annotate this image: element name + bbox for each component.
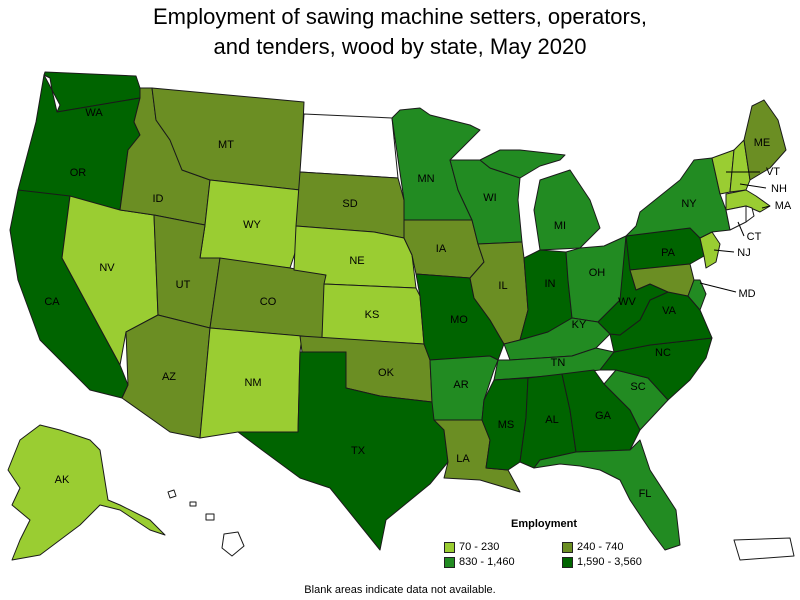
legend-item-1: 70 - 230 bbox=[444, 541, 562, 553]
legend-item-3: 830 - 1,460 bbox=[444, 556, 562, 568]
state-me[interactable] bbox=[743, 99, 787, 181]
label-vt: VT bbox=[766, 166, 780, 178]
legend-item-4: 1,590 - 3,560 bbox=[562, 556, 682, 568]
legend: Employment 70 - 230 240 - 740 830 - 1,46… bbox=[444, 518, 694, 568]
label-in: IN bbox=[545, 278, 556, 290]
state-fl[interactable] bbox=[533, 439, 681, 551]
legend-swatch-2 bbox=[562, 541, 573, 553]
label-wa: WA bbox=[85, 107, 103, 119]
label-ms: MS bbox=[498, 419, 515, 431]
label-wi: WI bbox=[483, 192, 496, 204]
label-nh: NH bbox=[771, 183, 787, 195]
map-title: Employment of sawing machine setters, op… bbox=[0, 2, 800, 62]
label-nc: NC bbox=[655, 347, 671, 359]
label-id: ID bbox=[153, 193, 164, 205]
state-hi[interactable] bbox=[167, 489, 245, 557]
state-de[interactable] bbox=[687, 279, 707, 311]
label-wy: WY bbox=[243, 219, 261, 231]
state-mi[interactable] bbox=[479, 149, 601, 251]
label-mo: MO bbox=[450, 314, 468, 326]
state-nd[interactable] bbox=[299, 113, 399, 179]
label-ga: GA bbox=[595, 410, 612, 422]
state-tx[interactable] bbox=[237, 351, 449, 551]
label-al: AL bbox=[545, 414, 558, 426]
label-ct: CT bbox=[747, 231, 762, 243]
label-fl: FL bbox=[639, 488, 652, 500]
label-nm: NM bbox=[244, 377, 261, 389]
state-ct[interactable] bbox=[725, 205, 747, 231]
label-mt: MT bbox=[218, 139, 234, 151]
state-ak[interactable] bbox=[7, 424, 166, 561]
label-pa: PA bbox=[661, 247, 676, 259]
label-mn: MN bbox=[417, 173, 434, 185]
label-mi: MI bbox=[554, 220, 566, 232]
label-wv: WV bbox=[618, 296, 636, 308]
label-la: LA bbox=[456, 453, 470, 465]
legend-label-1: 70 - 230 bbox=[459, 541, 500, 553]
label-va: VA bbox=[662, 305, 677, 317]
map-title-line-2: and tenders, wood by state, May 2020 bbox=[213, 34, 587, 59]
label-co: CO bbox=[260, 296, 277, 308]
label-oh: OH bbox=[589, 267, 606, 279]
territory-pr[interactable] bbox=[733, 537, 795, 561]
label-md: MD bbox=[738, 288, 755, 300]
label-ut: UT bbox=[176, 279, 191, 291]
label-ar: AR bbox=[453, 379, 468, 391]
legend-item-2: 240 - 740 bbox=[562, 541, 682, 553]
legend-swatch-3 bbox=[444, 556, 455, 568]
label-ok: OK bbox=[378, 367, 395, 379]
legend-label-2: 240 - 740 bbox=[577, 541, 624, 553]
label-ks: KS bbox=[365, 309, 380, 321]
state-md[interactable] bbox=[629, 263, 695, 297]
label-ne: NE bbox=[349, 255, 364, 267]
footnote: Blank areas indicate data not available. bbox=[304, 584, 496, 596]
label-ny: NY bbox=[681, 198, 697, 210]
legend-swatch-1 bbox=[444, 541, 455, 553]
state-labels: WA OR CA NV ID MT WY UT CO AZ NM SD NE K… bbox=[44, 107, 792, 500]
legend-title: Employment bbox=[510, 518, 577, 530]
label-il: IL bbox=[498, 280, 507, 292]
label-ca: CA bbox=[44, 296, 60, 308]
state-mn[interactable] bbox=[391, 107, 481, 221]
label-ma: MA bbox=[775, 200, 792, 212]
label-sc: SC bbox=[630, 381, 645, 393]
legend-label-3: 830 - 1,460 bbox=[459, 556, 515, 568]
map-title-line-1: Employment of sawing machine setters, op… bbox=[152, 4, 647, 29]
label-az: AZ bbox=[162, 371, 176, 383]
label-tx: TX bbox=[351, 445, 366, 457]
label-nv: NV bbox=[99, 262, 115, 274]
label-sd: SD bbox=[342, 198, 357, 210]
label-or: OR bbox=[70, 167, 87, 179]
label-ia: IA bbox=[436, 243, 447, 255]
legend-swatch-4 bbox=[562, 556, 573, 568]
label-nj: NJ bbox=[737, 247, 750, 259]
state-ri[interactable] bbox=[745, 205, 755, 223]
label-ak: AK bbox=[55, 474, 70, 486]
label-me: ME bbox=[754, 137, 771, 149]
legend-label-4: 1,590 - 3,560 bbox=[577, 556, 642, 568]
label-tn: TN bbox=[551, 357, 566, 369]
label-ky: KY bbox=[572, 319, 587, 331]
